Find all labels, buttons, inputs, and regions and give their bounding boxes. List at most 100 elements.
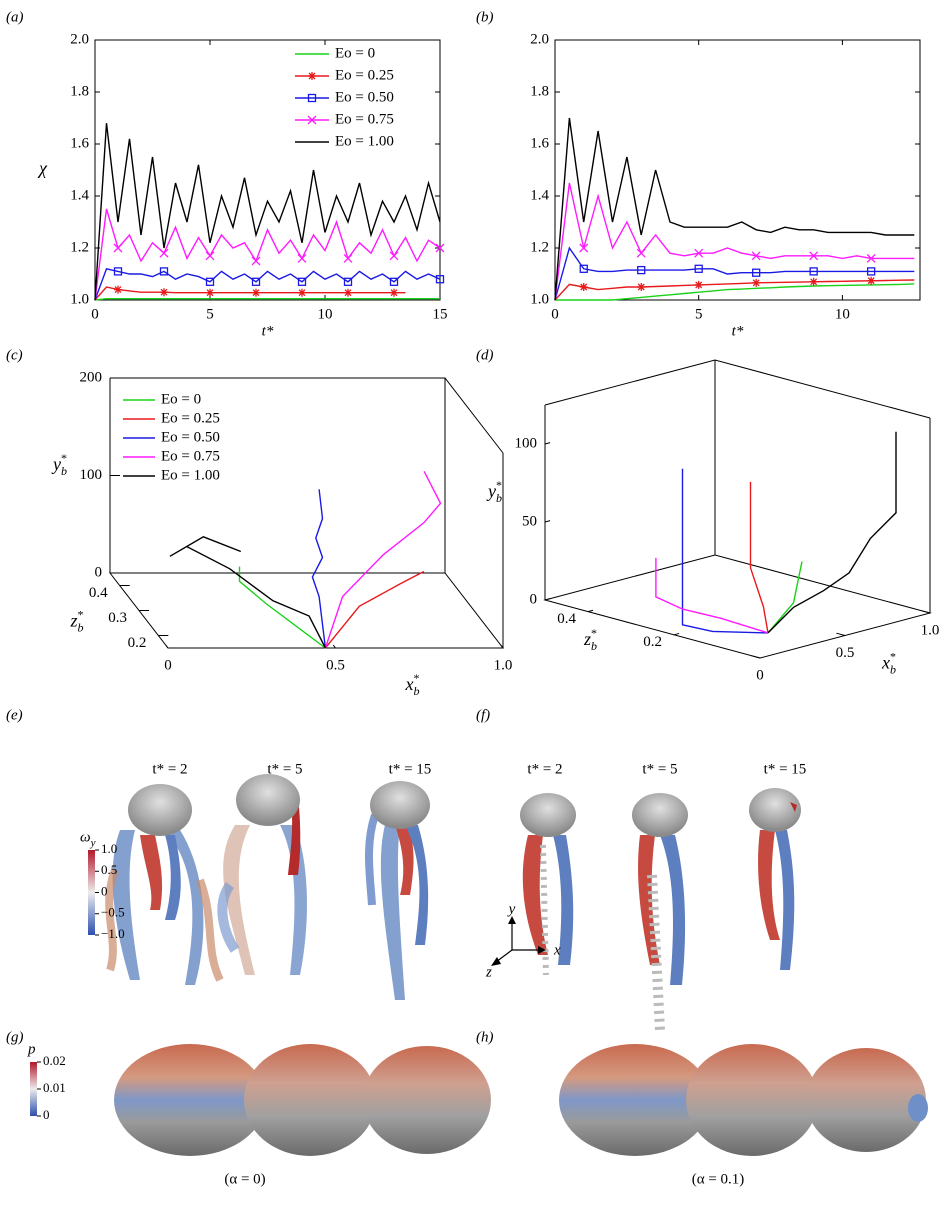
y-tick-label: 50 <box>522 513 537 529</box>
time-label: t* = 5 <box>267 761 302 777</box>
bubble-pressure <box>363 1046 491 1154</box>
marker <box>298 288 306 297</box>
y-tick-label: 1.0 <box>70 291 89 307</box>
y-tick-label: 0 <box>530 591 538 607</box>
plot-frame <box>554 39 921 301</box>
marker <box>297 277 307 286</box>
y-tick-label: 1.8 <box>70 83 89 99</box>
trajectory <box>324 570 425 649</box>
z-tick-label: 0.2 <box>128 635 147 651</box>
trajectory <box>655 557 769 634</box>
marker <box>579 243 589 253</box>
x-tick-label: 0 <box>756 667 764 683</box>
time-label: t* = 15 <box>389 761 432 777</box>
tick-mark <box>587 609 594 613</box>
data-line <box>94 208 441 301</box>
marker <box>579 264 588 273</box>
vortex-render <box>217 774 307 975</box>
z-tick-label: 0.4 <box>89 585 108 601</box>
trajectory <box>169 536 327 649</box>
panel-label: (h) <box>476 1029 494 1045</box>
bubble-pressure <box>908 1094 928 1122</box>
y-tick-label: 1.4 <box>530 187 549 203</box>
y-tick-label: 1.6 <box>70 135 89 151</box>
triad-label: z <box>485 964 492 980</box>
marker <box>866 253 876 263</box>
caption: (α = 0.1) <box>692 1171 745 1187</box>
marker <box>579 283 588 291</box>
tick-mark <box>544 442 551 445</box>
legend-label: Eo = 0.75 <box>161 448 220 464</box>
tick-mark <box>544 520 551 523</box>
legend-label: Eo = 0.75 <box>335 111 394 127</box>
label-part: * <box>496 478 502 492</box>
x-tick-label: 1.0 <box>494 657 513 673</box>
marker <box>752 278 761 287</box>
panel-label: (b) <box>476 9 494 25</box>
legend-label: Eo = 0 <box>161 391 201 407</box>
label-part: b <box>78 620 84 634</box>
z-tick-label: 0.4 <box>557 611 576 627</box>
marker <box>297 253 307 263</box>
time-label: t* = 2 <box>152 761 187 777</box>
panel-label: (d) <box>476 347 494 363</box>
z-tick-label: 0.2 <box>643 634 662 650</box>
marker <box>307 115 317 125</box>
tick-mark <box>332 644 336 649</box>
marker <box>389 251 399 261</box>
marker <box>159 248 169 258</box>
trajectory <box>238 566 326 649</box>
plot-frame <box>94 39 441 301</box>
marker <box>752 268 761 277</box>
x-axis-label: t* <box>732 323 744 339</box>
panel-label: (g) <box>6 1029 24 1045</box>
label-part: b <box>61 464 67 478</box>
legend-label: Eo = 1.00 <box>335 133 394 149</box>
marker <box>251 256 261 266</box>
marker <box>694 264 703 273</box>
y-axis-label: χ <box>37 158 48 178</box>
marker <box>694 280 703 289</box>
data-line <box>554 246 915 301</box>
axis-label: z* b <box>583 626 597 653</box>
y-tick-label: 1.8 <box>530 83 549 99</box>
marker <box>867 276 876 285</box>
tick-mark <box>673 632 680 636</box>
trajectory <box>681 468 769 634</box>
marker <box>307 93 317 103</box>
bubble-pressure <box>244 1044 376 1156</box>
y-tick-label: 1.2 <box>70 239 89 255</box>
trajectory <box>324 470 442 649</box>
label-part: x <box>405 674 414 694</box>
vortex-renderings <box>105 774 801 1031</box>
data-line <box>554 279 915 301</box>
x-tick-label: 15 <box>433 306 448 322</box>
marker <box>251 277 261 286</box>
arrow-head <box>491 957 501 966</box>
tick-mark <box>544 598 551 601</box>
colorbar-tick-label: 0.5 <box>101 862 117 877</box>
legend-label: Eo = 0.50 <box>161 429 220 445</box>
colorbar-label: ωy <box>80 829 96 848</box>
y-tick-label: 1.2 <box>530 239 549 255</box>
tick-mark <box>500 644 504 649</box>
panel-label: (e) <box>6 707 23 723</box>
vortex-render <box>749 788 801 970</box>
label-part: b <box>591 639 597 653</box>
y-tick-label: 100 <box>515 435 538 451</box>
label-part: y <box>486 481 496 501</box>
marker <box>435 275 445 284</box>
label-part: b <box>496 491 502 505</box>
marker <box>809 251 819 261</box>
colorbar-tick-label: 0.02 <box>43 1053 66 1068</box>
trajectory <box>767 431 897 634</box>
colorbar-tick-label: 0 <box>43 1107 50 1122</box>
bubble-pressure <box>806 1048 926 1152</box>
label-part: * <box>591 626 597 640</box>
box-edge <box>110 377 504 454</box>
marker <box>113 267 123 276</box>
tick-mark <box>751 655 761 659</box>
marker <box>435 243 445 253</box>
marker <box>751 251 761 261</box>
vortex-render <box>520 793 576 976</box>
